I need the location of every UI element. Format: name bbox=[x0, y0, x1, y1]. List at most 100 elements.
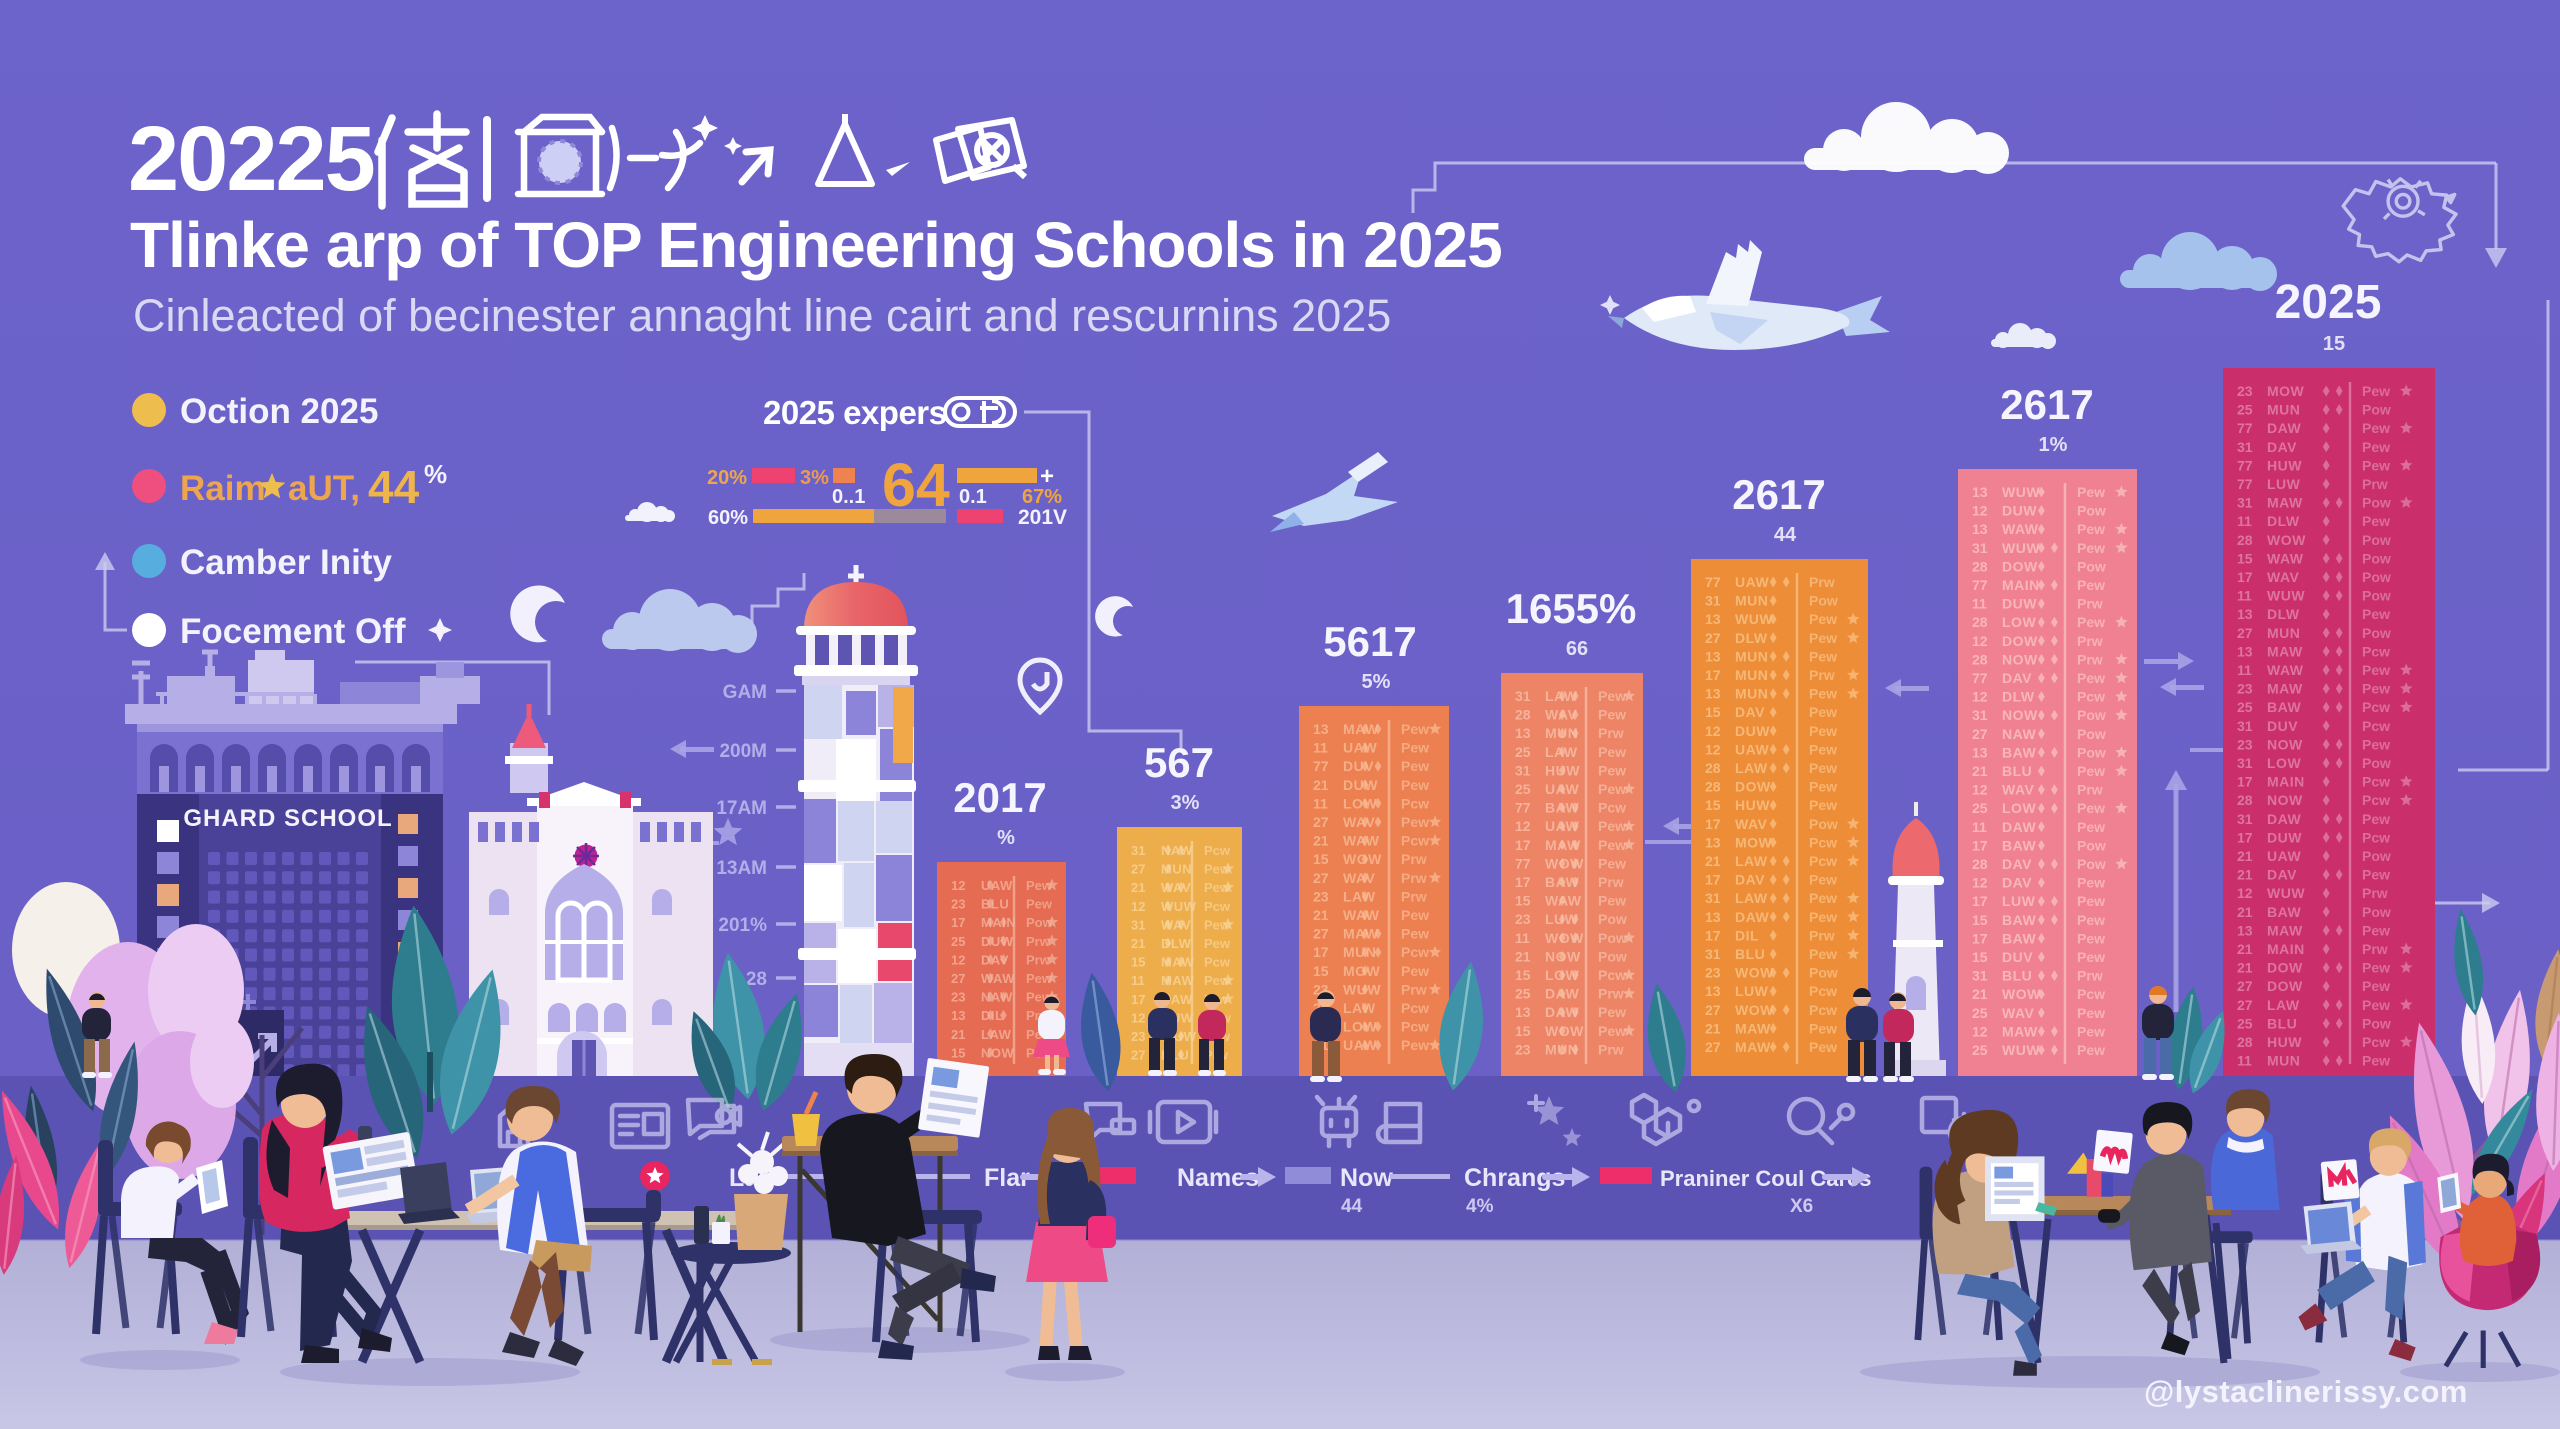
svg-text:Pew: Pew bbox=[2077, 930, 2105, 946]
svg-text:BLU: BLU bbox=[2267, 1015, 2297, 1031]
svg-text:Pow: Pow bbox=[2362, 402, 2391, 418]
svg-text:Pew: Pew bbox=[1809, 909, 1837, 925]
svg-text:UAW: UAW bbox=[1343, 740, 1377, 756]
svg-text:NOW: NOW bbox=[2267, 792, 2303, 808]
svg-text:Pew: Pew bbox=[2077, 763, 2105, 779]
svg-text:Pew: Pew bbox=[1809, 779, 1837, 795]
svg-text:Pcw: Pcw bbox=[2362, 792, 2390, 808]
svg-text:Prw: Prw bbox=[2077, 633, 2103, 649]
svg-text:LOW: LOW bbox=[1343, 795, 1377, 811]
svg-text:20225: 20225 bbox=[128, 108, 374, 210]
svg-text:WOW: WOW bbox=[1735, 965, 1774, 981]
svg-text:27: 27 bbox=[2237, 978, 2253, 994]
svg-text:WAV: WAV bbox=[1343, 814, 1376, 830]
svg-text:13: 13 bbox=[1972, 521, 1988, 537]
svg-text:HUW: HUW bbox=[1735, 797, 1770, 813]
svg-text:Pew: Pew bbox=[1598, 837, 1626, 853]
svg-text:Pew: Pew bbox=[1809, 872, 1837, 888]
svg-text:11: 11 bbox=[1972, 819, 1987, 835]
svg-text:13: 13 bbox=[1705, 909, 1721, 925]
svg-text:WAW: WAW bbox=[2002, 521, 2039, 537]
svg-text:MAW: MAW bbox=[2267, 681, 2303, 697]
svg-text:WAV: WAV bbox=[1735, 816, 1768, 832]
svg-text:17: 17 bbox=[1515, 837, 1531, 853]
svg-text:21: 21 bbox=[1515, 948, 1531, 964]
svg-text:Pew: Pew bbox=[1598, 818, 1626, 834]
svg-text:23: 23 bbox=[2237, 383, 2253, 399]
svg-text:X6: X6 bbox=[1790, 1196, 1813, 1217]
svg-text:Pew: Pew bbox=[1204, 862, 1231, 877]
svg-text:Pew: Pew bbox=[1026, 878, 1053, 893]
svg-text:DUV: DUV bbox=[1343, 758, 1374, 774]
svg-text:15: 15 bbox=[2323, 333, 2345, 355]
svg-text:Pew: Pew bbox=[1809, 630, 1837, 646]
svg-text:77: 77 bbox=[2237, 476, 2253, 492]
svg-text:25: 25 bbox=[1972, 800, 1988, 816]
svg-text:23: 23 bbox=[951, 897, 965, 912]
svg-text:17: 17 bbox=[1313, 944, 1329, 960]
svg-text:Pew: Pew bbox=[1026, 897, 1053, 912]
svg-text:Pew: Pew bbox=[1809, 760, 1837, 776]
svg-text:UAW: UAW bbox=[1343, 1037, 1377, 1053]
svg-text:Focement Off: Focement Off bbox=[180, 612, 406, 651]
svg-text:200M: 200M bbox=[719, 741, 767, 762]
svg-text:MOW: MOW bbox=[1735, 834, 1773, 850]
svg-text:27: 27 bbox=[1313, 926, 1329, 942]
svg-text:Pcw: Pcw bbox=[1809, 1002, 1837, 1018]
svg-text:LAW: LAW bbox=[1343, 1000, 1376, 1016]
svg-text:Pew: Pew bbox=[2362, 681, 2390, 697]
svg-text:DLW: DLW bbox=[1735, 630, 1768, 646]
svg-text:LUW: LUW bbox=[2002, 893, 2036, 909]
svg-text:17: 17 bbox=[1972, 893, 1988, 909]
svg-text:Pow: Pow bbox=[1598, 930, 1627, 946]
svg-text:BAW: BAW bbox=[2267, 699, 2301, 715]
svg-text:23: 23 bbox=[1515, 1041, 1531, 1057]
svg-text:DUW: DUW bbox=[2267, 829, 2302, 845]
svg-text:Prw: Prw bbox=[2077, 782, 2103, 798]
svg-text:MAW: MAW bbox=[1735, 1020, 1771, 1036]
svg-text:12: 12 bbox=[1705, 741, 1721, 757]
svg-text:LAW: LAW bbox=[981, 1027, 1012, 1042]
svg-text:77: 77 bbox=[1515, 855, 1531, 871]
svg-text:MUN: MUN bbox=[2267, 402, 2300, 418]
svg-text:17: 17 bbox=[1515, 874, 1531, 890]
svg-text:MAIN: MAIN bbox=[981, 915, 1016, 930]
svg-text:Pow: Pow bbox=[2362, 755, 2391, 771]
svg-text:Pcw: Pcw bbox=[2362, 718, 2390, 734]
svg-text:Pow: Pow bbox=[2362, 848, 2391, 864]
svg-text:13: 13 bbox=[1705, 686, 1721, 702]
svg-text:DUW: DUW bbox=[2002, 596, 2037, 612]
svg-text:WUW: WUW bbox=[2002, 1042, 2040, 1058]
svg-text:NOW: NOW bbox=[2002, 707, 2038, 723]
svg-text:Pcw: Pcw bbox=[1204, 899, 1231, 914]
svg-text:17: 17 bbox=[951, 915, 965, 930]
svg-text:NAW: NAW bbox=[981, 990, 1013, 1005]
svg-text:28: 28 bbox=[2237, 792, 2253, 808]
svg-text:0..1: 0..1 bbox=[832, 486, 865, 508]
svg-text:Pew: Pew bbox=[2077, 484, 2105, 500]
svg-text:Pew: Pew bbox=[1598, 762, 1626, 778]
svg-text:MAIN: MAIN bbox=[2267, 774, 2305, 790]
svg-text:15: 15 bbox=[1515, 967, 1531, 983]
svg-text:Pow: Pow bbox=[2077, 837, 2106, 853]
svg-text:13: 13 bbox=[951, 1008, 965, 1023]
svg-text:LOW: LOW bbox=[2002, 800, 2036, 816]
svg-text:31: 31 bbox=[1705, 890, 1721, 906]
svg-text:21: 21 bbox=[1972, 986, 1988, 1002]
svg-text:Pew: Pew bbox=[2077, 1023, 2105, 1039]
svg-text:MUN: MUN bbox=[1735, 593, 1768, 609]
svg-text:Pcw: Pcw bbox=[1598, 800, 1626, 816]
svg-text:BAW: BAW bbox=[2002, 930, 2036, 946]
svg-text:DAV: DAV bbox=[2267, 439, 2297, 455]
svg-text:DAV: DAV bbox=[2267, 867, 2297, 883]
svg-text:BAW: BAW bbox=[2002, 837, 2036, 853]
svg-text:12: 12 bbox=[1972, 782, 1988, 798]
svg-text:15: 15 bbox=[1705, 704, 1721, 720]
svg-text:21: 21 bbox=[1313, 907, 1329, 923]
svg-text:WUW: WUW bbox=[2002, 540, 2040, 556]
svg-text:Pew: Pew bbox=[2077, 875, 2105, 891]
svg-text:27: 27 bbox=[1313, 814, 1329, 830]
svg-text:15: 15 bbox=[1705, 797, 1721, 813]
svg-text:21: 21 bbox=[1313, 833, 1329, 849]
svg-text:Pew: Pew bbox=[1598, 1004, 1626, 1020]
